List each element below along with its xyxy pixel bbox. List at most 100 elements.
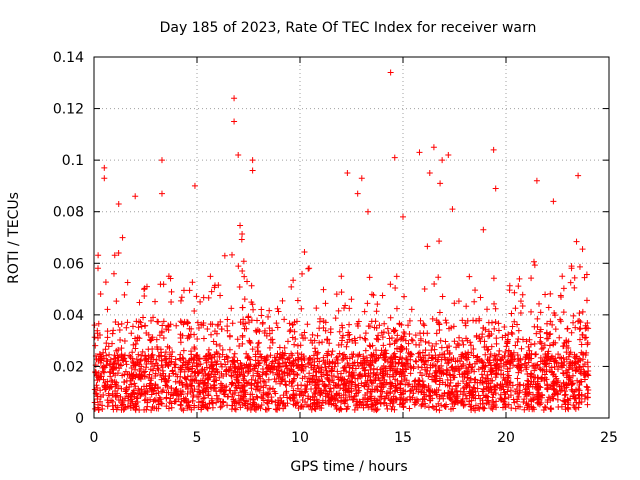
data-point <box>228 372 235 379</box>
data-point <box>255 339 262 346</box>
data-point <box>386 373 393 380</box>
data-point <box>353 390 360 397</box>
data-point <box>436 327 443 334</box>
data-point <box>490 146 497 153</box>
data-point <box>130 341 137 348</box>
data-point <box>153 336 160 343</box>
data-point <box>225 393 232 400</box>
data-point <box>492 305 499 312</box>
data-point <box>304 395 311 402</box>
data-point <box>546 342 553 349</box>
data-point <box>399 336 406 343</box>
data-point <box>147 337 154 344</box>
data-point <box>359 360 366 367</box>
data-point <box>504 368 511 375</box>
data-point <box>470 345 477 352</box>
data-point <box>395 360 402 367</box>
data-point <box>284 356 291 363</box>
data-point <box>494 361 501 368</box>
data-point <box>559 273 566 280</box>
data-point <box>436 407 443 414</box>
data-point <box>205 376 212 383</box>
data-point <box>168 299 175 306</box>
data-point <box>446 383 453 390</box>
data-point <box>194 336 201 343</box>
data-point <box>424 330 431 337</box>
data-point <box>584 401 591 408</box>
data-point <box>158 352 165 359</box>
data-point <box>444 376 451 383</box>
data-point <box>447 406 454 413</box>
data-point <box>481 368 488 375</box>
data-point <box>298 391 305 398</box>
data-point <box>450 323 457 330</box>
data-point <box>513 385 520 392</box>
data-point <box>190 392 197 399</box>
data-point <box>141 373 148 380</box>
data-point <box>507 379 514 386</box>
data-point <box>397 368 404 375</box>
data-point <box>484 347 491 354</box>
data-point <box>160 334 167 341</box>
data-point <box>481 338 488 345</box>
data-point <box>540 407 547 414</box>
data-point <box>369 380 376 387</box>
data-point <box>128 330 135 337</box>
data-point <box>411 399 418 406</box>
data-point <box>239 401 246 408</box>
data-point <box>136 299 143 306</box>
data-point <box>550 198 557 205</box>
data-point <box>581 361 588 368</box>
data-point <box>172 361 179 368</box>
data-point <box>229 402 236 409</box>
data-point <box>114 370 121 377</box>
data-point <box>477 377 484 384</box>
data-point <box>91 405 98 412</box>
data-point <box>506 365 513 372</box>
data-point <box>536 338 543 345</box>
data-point <box>115 249 122 256</box>
data-point <box>146 371 153 378</box>
data-point <box>300 335 307 342</box>
data-point <box>493 398 500 405</box>
data-point <box>509 330 516 337</box>
data-point <box>115 361 122 368</box>
data-point <box>122 368 129 375</box>
data-point <box>191 386 198 393</box>
data-point <box>320 318 327 325</box>
data-point <box>514 338 521 345</box>
data-point <box>467 339 474 346</box>
data-point <box>150 314 157 321</box>
data-point <box>237 395 244 402</box>
data-point <box>282 381 289 388</box>
data-point <box>119 234 126 241</box>
data-point <box>137 393 144 400</box>
data-point <box>152 381 159 388</box>
data-point <box>218 326 225 333</box>
data-point <box>218 363 225 370</box>
data-point <box>110 361 117 368</box>
data-point <box>188 355 195 362</box>
data-point <box>544 384 551 391</box>
data-point <box>262 357 269 364</box>
data-point <box>294 342 301 349</box>
data-point <box>459 373 466 380</box>
data-point <box>97 398 104 405</box>
data-point <box>508 310 515 317</box>
data-point <box>523 351 530 358</box>
data-point <box>208 288 215 295</box>
data-point <box>97 291 104 298</box>
data-point <box>273 371 280 378</box>
data-point <box>577 319 584 326</box>
data-point <box>572 355 579 362</box>
data-point <box>515 369 522 376</box>
data-point <box>551 390 558 397</box>
data-point <box>466 361 473 368</box>
data-point <box>265 313 272 320</box>
data-point <box>397 385 404 392</box>
data-point <box>482 351 489 358</box>
data-point <box>145 355 152 362</box>
data-point <box>119 356 126 363</box>
data-point <box>418 389 425 396</box>
data-point <box>538 340 545 347</box>
